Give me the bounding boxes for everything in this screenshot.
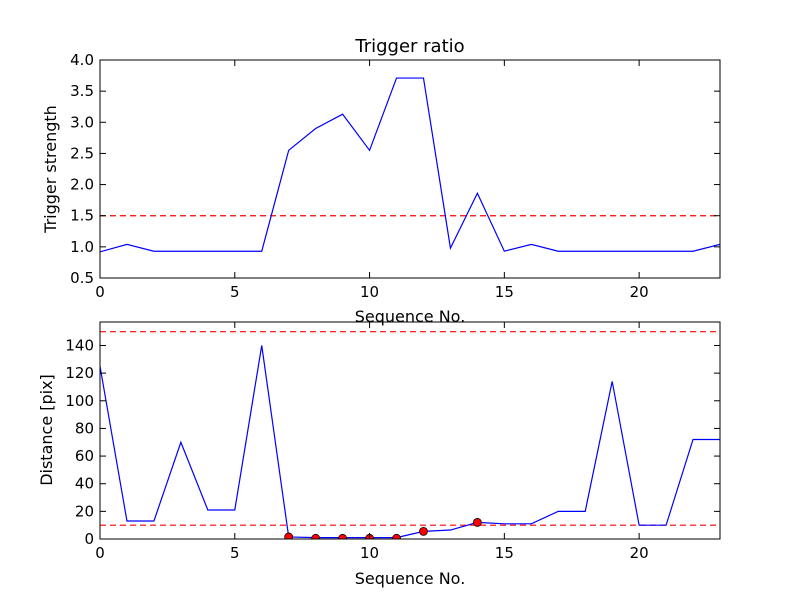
y-tick-label: 120	[65, 364, 94, 382]
x-tick-label: 5	[230, 283, 240, 301]
y-axis-label: Trigger strength	[41, 105, 60, 234]
y-tick-label: 4.0	[70, 51, 94, 69]
x-tick-label: 20	[630, 544, 649, 562]
x-tick-label: 10	[360, 283, 379, 301]
trigger-ratio-plot: Trigger ratio 0 5 10 15 20 0.5 1.0 1.5 2.0 2.5 3.0…	[41, 36, 721, 326]
data-point	[472, 518, 482, 527]
y-tick-label: 60	[75, 447, 94, 465]
data-point	[311, 533, 321, 539]
series-line	[100, 345, 720, 539]
y-tick-label: 3.5	[70, 82, 94, 100]
series-line	[100, 77, 720, 253]
y-tick-label: 140	[65, 336, 94, 354]
x-tick-label: 15	[495, 544, 514, 562]
x-axis-label: Sequence No.	[355, 569, 466, 588]
chart-title: Trigger ratio	[354, 36, 464, 57]
plot-frame	[99, 59, 721, 279]
y-tick-label: 3.0	[70, 113, 94, 131]
y-tick-label: 0.5	[70, 269, 94, 287]
y-tick-label: 1.0	[70, 238, 94, 256]
y-tick-label: 2.0	[70, 176, 94, 194]
x-tick-label: 0	[95, 544, 105, 562]
axis-ticks: 0 5 10 15 20 0 20 40 60 80 100 120 140	[65, 322, 720, 562]
y-tick-label: 1.5	[70, 207, 94, 225]
y-tick-label: 100	[65, 392, 94, 410]
data-point	[419, 526, 428, 536]
y-tick-label: 2.5	[70, 144, 94, 162]
plot-frame	[99, 321, 721, 540]
data-point	[338, 533, 348, 539]
x-tick-label: 15	[495, 283, 514, 301]
y-axis-label: Distance [pix]	[37, 374, 56, 486]
y-tick-label: 40	[75, 475, 94, 493]
plot-marks	[100, 77, 720, 253]
x-axis-label: Sequence No.	[355, 307, 466, 326]
y-tick-label: 20	[75, 502, 94, 520]
x-tick-label: 0	[95, 283, 105, 301]
data-point	[284, 532, 294, 539]
plot-marks	[100, 331, 720, 539]
x-tick-label: 5	[230, 544, 240, 562]
axis-ticks: 0 5 10 15 20 0.5 1.0 1.5 2.0 2.5 3.0 3.5 4.0	[70, 51, 720, 301]
y-tick-label: 80	[75, 419, 94, 437]
x-tick-label: 10	[360, 544, 379, 562]
data-point	[392, 533, 401, 539]
x-tick-label: 20	[630, 283, 649, 301]
y-tick-label: 0	[84, 530, 94, 548]
